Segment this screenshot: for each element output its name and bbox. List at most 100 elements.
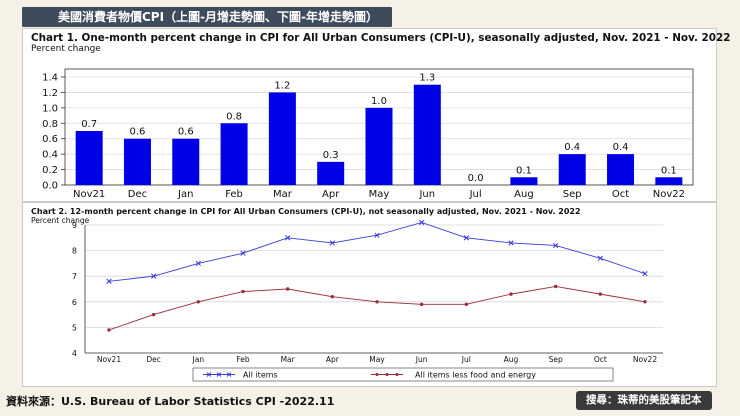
chart-2-title: Chart 2. 12-month percent change in CPI … [31,207,581,216]
x-tick-label: May [369,355,385,364]
x-tick-label: Dec [128,189,147,200]
data-point [597,255,603,261]
data-point [464,302,469,307]
y-tick-label: 1.2 [42,88,58,99]
data-point [375,300,379,304]
chart-1-bar-chart: 0.0 0.2 0.4 0.6 0.8 1.0 1.2 1.4 0.7 Nov21 0.6 Dec 0.… [42,68,694,200]
data-label: 0.1 [516,165,532,176]
y-tick-label: 9 [72,221,77,230]
data-point [553,242,559,249]
data-label: 0.3 [323,150,339,161]
legend-marker [206,372,212,377]
data-label: 0.6 [130,127,146,138]
data-point [151,273,157,279]
legend-marker [395,373,399,376]
bar [172,138,200,185]
y-tick-label: 5 [72,323,77,332]
x-tick-label: Jun [415,355,428,364]
y-tick-label: 0.6 [42,134,58,145]
chart-1-panel: Chart 1. One-month percent change in CPI… [22,28,730,202]
x-tick-label: Oct [612,189,629,200]
x-tick-label: Jan [177,189,193,200]
legend-label: All items [243,371,278,380]
data-point [285,287,290,291]
data-point [285,235,291,241]
x-tick-label: Nov22 [633,355,657,364]
data-point [553,284,558,289]
data-label: 0.1 [661,165,677,176]
x-tick-label: Mar [281,355,296,364]
bar [123,138,151,185]
bar [510,177,538,185]
series-all-items-line [108,221,646,282]
bar [317,161,345,185]
bar [655,177,683,185]
x-tick-label: Feb [236,355,250,364]
data-label: 0.0 [468,173,484,184]
x-tick-label: Mar [273,189,293,200]
data-label: 0.6 [178,127,194,138]
x-tick-label: Jul [461,355,471,364]
data-point [463,235,469,241]
x-tick-label: Aug [514,189,534,200]
data-point [196,300,201,304]
legend-marker [385,373,389,376]
data-point [329,240,335,246]
chart-1-title: Chart 1. One-month percent change in CPI… [31,32,731,44]
bar [75,131,103,185]
data-point [330,294,335,299]
data-point [598,292,603,296]
bar [558,154,586,185]
legend-box [192,367,614,382]
source-note: 資料來源：U.S. Bureau of Labor Statistics CPI… [6,395,335,408]
x-tick-label: Oct [594,355,607,364]
chart-2-panel: Chart 2. 12-month percent change in CPI … [22,202,717,387]
legend-marker [216,372,222,377]
data-point [374,232,380,238]
bar [413,84,441,185]
x-tick-label: Nov21 [97,355,121,364]
x-tick-label: Apr [322,189,340,200]
data-point [419,302,424,307]
x-tick-label: Jul [469,189,482,200]
data-point [508,240,514,246]
data-label: 1.0 [371,96,387,107]
legend-marker [375,373,379,376]
data-point [240,250,246,256]
data-label: 0.8 [226,111,242,122]
bar [365,107,393,185]
chart-2-line-chart: 4 5 6 7 8 9 Nov21 Dec Jan Feb Mar Apr May Jun Jul Aug Se… [72,219,663,382]
y-tick-label: 1.0 [42,103,58,114]
data-label: 0.4 [564,142,580,153]
data-point [509,292,513,296]
y-tick-label: 0.8 [42,119,58,130]
chart-1-ylabel: Percent change [31,44,101,54]
y-tick-label: 8 [72,247,77,256]
legend-label: All items less food and energy [415,371,536,380]
data-label: 0.4 [613,142,629,153]
search-badge: 搜尋：珠蒂的美股筆記本 [576,391,712,410]
data-label: 0.7 [81,119,97,130]
series-core-line [108,285,646,331]
legend-marker [226,372,232,377]
y-tick-label: 7 [72,272,77,281]
data-point [419,219,425,226]
data-point [151,312,156,317]
y-tick-label: 0.2 [42,165,58,176]
x-tick-label: May [369,189,390,200]
data-point [106,278,112,284]
y-tick-label: 6 [72,298,77,307]
x-tick-label: Nov22 [653,189,685,200]
page-title: 美國消費者物價CPI（上圖-月增走勢圖、下圖-年增走勢圖） [22,7,393,27]
x-tick-label: Aug [504,355,519,364]
data-label: 1.2 [274,80,290,91]
x-tick-label: Dec [146,355,161,364]
x-tick-label: Jun [418,189,435,200]
x-tick-label: Apr [326,355,340,364]
x-tick-label: Sep [549,355,563,364]
x-tick-label: Jan [192,355,205,364]
y-tick-label: 1.4 [42,73,58,84]
data-point [241,289,245,294]
data-point [107,328,111,332]
data-point [643,300,647,304]
